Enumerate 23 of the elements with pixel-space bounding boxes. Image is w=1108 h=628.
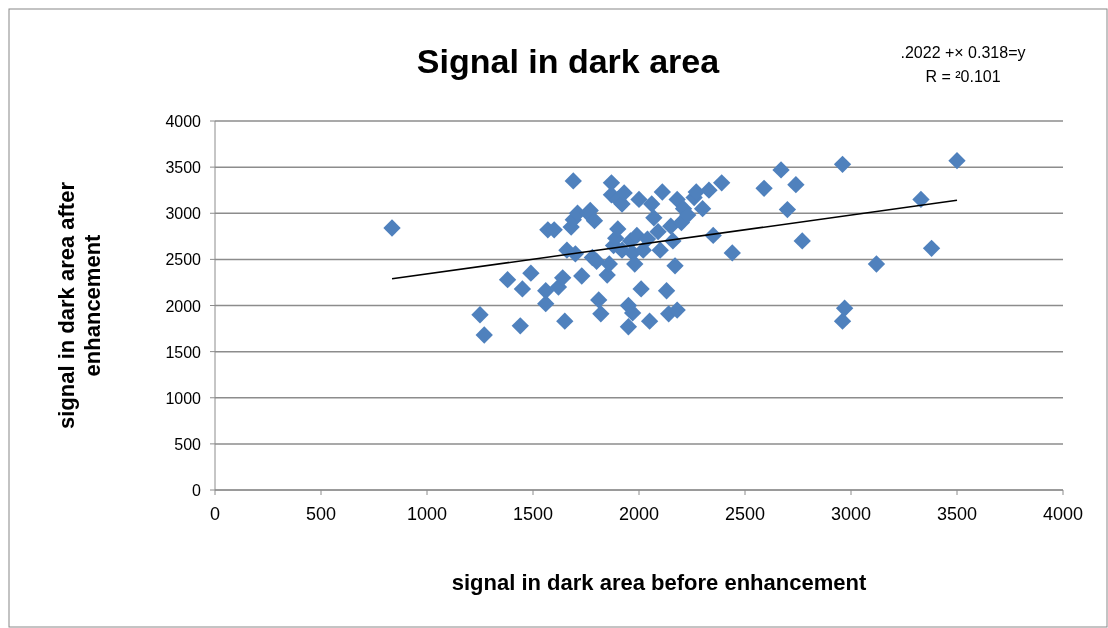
- y-tick-label: 2000: [165, 297, 202, 315]
- x-tick-label: 1500: [512, 504, 554, 524]
- x-tick-label: 2500: [724, 504, 766, 524]
- x-tick-label: 1000: [406, 504, 448, 524]
- y-tick-label: 500: [174, 435, 202, 453]
- y-tick-label: 3000: [165, 205, 202, 223]
- x-tick-label: 3500: [936, 504, 978, 524]
- x-tick-label: 2000: [618, 504, 660, 524]
- x-axis-title: signal in dark area before enhancement: [451, 570, 867, 595]
- y-tick-label: 2500: [165, 251, 202, 269]
- y-tick-label: 4000: [165, 113, 202, 130]
- x-tick-label: 3000: [830, 504, 872, 524]
- x-tick-label: 500: [305, 504, 337, 524]
- text: R = ²0.101: [925, 68, 1001, 85]
- y-tick-label: 1000: [165, 389, 202, 407]
- y-tick-label: 1500: [165, 343, 202, 361]
- y-tick-label: 0: [192, 482, 202, 499]
- y-axis-title: signal in dark area after enhancement: [54, 181, 105, 429]
- chart-title: Signal in dark area: [416, 42, 721, 80]
- x-tick-label: 4000: [1042, 504, 1084, 524]
- x-tick-label: 0: [209, 504, 221, 524]
- y-tick-label: 3500: [165, 159, 202, 177]
- text: .2022 +× 0.318=y: [900, 44, 1026, 61]
